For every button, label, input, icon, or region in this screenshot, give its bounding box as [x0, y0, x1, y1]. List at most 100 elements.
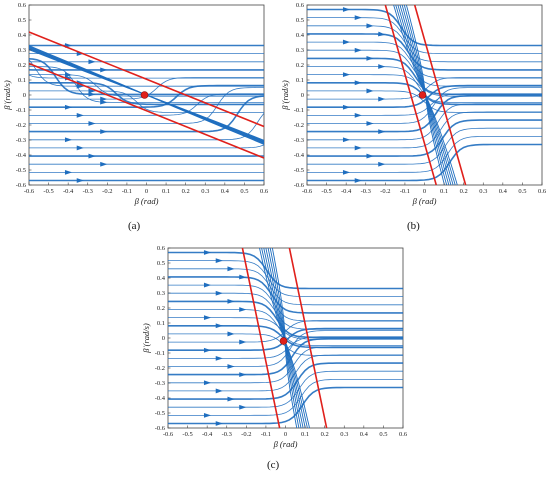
- streamline: [29, 90, 264, 113]
- caption-b: (b): [407, 220, 420, 232]
- streamline: [29, 93, 264, 116]
- y-tick-label: 0.1: [157, 320, 165, 327]
- streamline-arrow: [64, 137, 73, 143]
- x-tick-label: 0.4: [221, 188, 230, 195]
- x-axis-label: β (rad): [273, 439, 298, 449]
- y-tick-label: 0.2: [296, 62, 304, 69]
- streamline-arrow: [227, 364, 235, 369]
- x-tick-label: 0.2: [460, 188, 468, 195]
- x-axis-label: β (rad): [412, 196, 437, 206]
- caption-a: (a): [128, 220, 140, 232]
- y-tick-label: 0.5: [157, 260, 165, 267]
- y-tick-label: 0: [301, 92, 304, 99]
- y-tick-label: -0.1: [155, 350, 165, 357]
- streamline-arrow: [342, 137, 351, 143]
- y-tick-label: 0.4: [18, 32, 27, 39]
- streamline-arrow: [100, 96, 108, 102]
- boundary-line-1: [384, 5, 438, 185]
- streamline-arrow: [354, 80, 362, 86]
- x-tick-label: 0.3: [479, 188, 487, 195]
- y-tick-label: -0.4: [294, 152, 305, 159]
- streamline-arrow: [227, 298, 235, 304]
- streamline-arrow: [88, 153, 96, 159]
- y-tick-label: 0.4: [296, 32, 305, 39]
- streamline-arrow: [203, 315, 212, 321]
- caption-b-text: (b): [407, 220, 420, 232]
- streamline: [168, 362, 403, 400]
- x-tick-label: 0.4: [499, 188, 508, 195]
- streamline-arrow: [378, 161, 386, 167]
- x-tick-label: -0.2: [241, 431, 251, 438]
- phase-portrait-a: -0.6 -0.5 -0.4 -0.3 -0.2 -0.1 0 0.1 0.2 0.3 0.4 0.5…: [2, 2, 269, 222]
- streamline-arrow: [64, 169, 73, 175]
- streamline-arrow: [215, 388, 223, 394]
- streamline: [29, 144, 264, 149]
- streamline-arrow: [215, 355, 223, 361]
- streamline: [168, 268, 403, 306]
- x-tick-label: 0.4: [360, 431, 369, 438]
- streamline: [168, 370, 403, 408]
- streamline: [168, 337, 403, 376]
- streamline-arrow: [239, 372, 247, 378]
- caption-c: (c): [267, 459, 279, 471]
- x-tick-label: -0.1: [400, 188, 410, 195]
- streamline-arrow: [342, 72, 351, 78]
- equilibrium-point: [418, 91, 427, 99]
- x-tick-label: -0.6: [163, 431, 174, 438]
- streamline-arrow: [378, 96, 386, 102]
- streamline-arrow: [354, 112, 362, 118]
- x-tick-label: 0.1: [162, 188, 170, 195]
- streamline-arrow: [88, 91, 96, 97]
- x-tick-label: -0.6: [302, 188, 313, 195]
- y-tick-label: 0.1: [296, 77, 304, 84]
- streamline-arrow: [378, 64, 386, 69]
- y-tick-label: -0.5: [294, 167, 304, 174]
- streamline: [168, 354, 403, 392]
- y-tick-label: -0.1: [294, 107, 304, 114]
- caption-a-text: (a): [128, 220, 141, 232]
- streamline: [307, 33, 542, 71]
- y-tick-label: 0.1: [18, 77, 26, 84]
- streamline-arrow: [64, 72, 73, 78]
- y-axis-label: β̇ (rad/s): [2, 80, 12, 111]
- y-tick-label: 0: [162, 335, 165, 342]
- y-tick-label: -0.1: [16, 107, 26, 114]
- y-tick-label: 0.4: [157, 275, 166, 282]
- streamline: [168, 276, 403, 314]
- streamline: [307, 143, 542, 182]
- y-tick-label: -0.4: [16, 152, 27, 159]
- streamline-arrow: [88, 121, 96, 126]
- y-axis-label: β̇ (rad/s): [280, 80, 290, 111]
- y-tick-label: 0.2: [157, 305, 165, 312]
- streamline-arrow: [227, 266, 235, 272]
- streamline-arrow: [342, 39, 351, 45]
- streamline-arrow: [342, 169, 351, 175]
- boundary-line-2: [29, 62, 264, 159]
- streamline-arrow: [354, 178, 362, 183]
- streamline: [29, 87, 264, 124]
- streamline-arrow: [64, 104, 73, 110]
- streamline-arrow: [203, 282, 212, 288]
- streamline-arrow: [366, 23, 374, 29]
- x-tick-label: -0.1: [122, 188, 132, 195]
- x-tick-label: -0.2: [102, 188, 112, 195]
- y-axis-label: β̇ (rad/s): [141, 323, 151, 354]
- x-tick-label: 0.1: [301, 431, 309, 438]
- y-tick-label: -0.6: [16, 182, 27, 189]
- streamline-arrow: [88, 88, 96, 94]
- streamline-arrow: [366, 88, 374, 94]
- x-tick-label: -0.5: [43, 188, 53, 195]
- boundary-line-2: [288, 248, 328, 428]
- streamline: [168, 386, 403, 425]
- x-tick-label: -0.5: [321, 188, 331, 195]
- x-tick-label: 0: [284, 431, 287, 438]
- phase-portrait-b: -0.6 -0.5 -0.4 -0.3 -0.2 -0.1 0 0.1 0.2 0.3 0.4 0.5…: [280, 2, 547, 222]
- streamline-arrow: [88, 59, 96, 65]
- y-tick-label: 0.2: [18, 62, 26, 69]
- caption-c-text: (c): [267, 459, 280, 471]
- x-tick-label: 0.6: [399, 431, 407, 438]
- x-tick-label: -0.5: [182, 431, 192, 438]
- x-tick-label: -0.4: [202, 431, 213, 438]
- y-tick-label: -0.2: [16, 122, 26, 129]
- streamline: [307, 93, 542, 116]
